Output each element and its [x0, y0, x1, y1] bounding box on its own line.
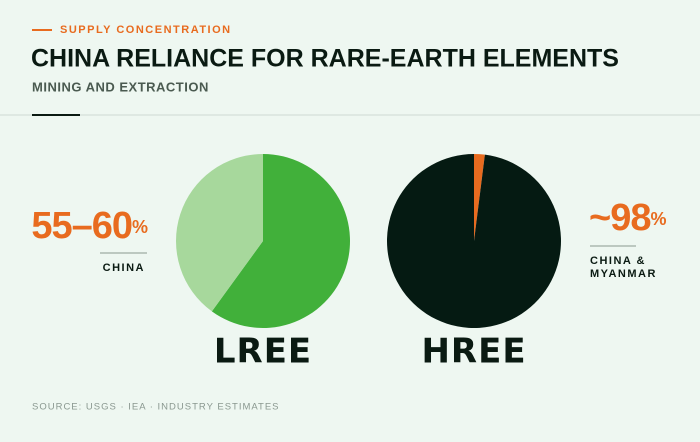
- pie-slice: [386, 154, 561, 329]
- stat-unit: %: [132, 217, 148, 237]
- source: SOURCE: USGS · IEA · INDUSTRY ESTIMATES: [32, 402, 280, 413]
- stat-number: ~98: [589, 197, 650, 239]
- pie-slice: [474, 154, 485, 241]
- stat-value: 55–60%: [31, 205, 148, 247]
- subtitle: MINING AND EXTRACTION: [32, 79, 209, 94]
- stat-number: 55–60: [31, 205, 132, 247]
- stat-value: ~98%: [589, 197, 666, 239]
- pie-slice: [175, 154, 263, 312]
- pie-label: LREE: [214, 332, 312, 372]
- stat-unit: %: [650, 209, 666, 229]
- stat-label: MYANMAR: [590, 268, 657, 280]
- stat-label: CHINA &: [590, 255, 646, 267]
- eyebrow: SUPPLY CONCENTRATION: [60, 24, 232, 36]
- title: CHINA RELIANCE FOR RARE-EARTH ELEMENTS: [31, 45, 619, 73]
- pie-label: HREE: [421, 332, 526, 372]
- pie-slice: [211, 154, 350, 328]
- stat-label: CHINA: [103, 262, 145, 274]
